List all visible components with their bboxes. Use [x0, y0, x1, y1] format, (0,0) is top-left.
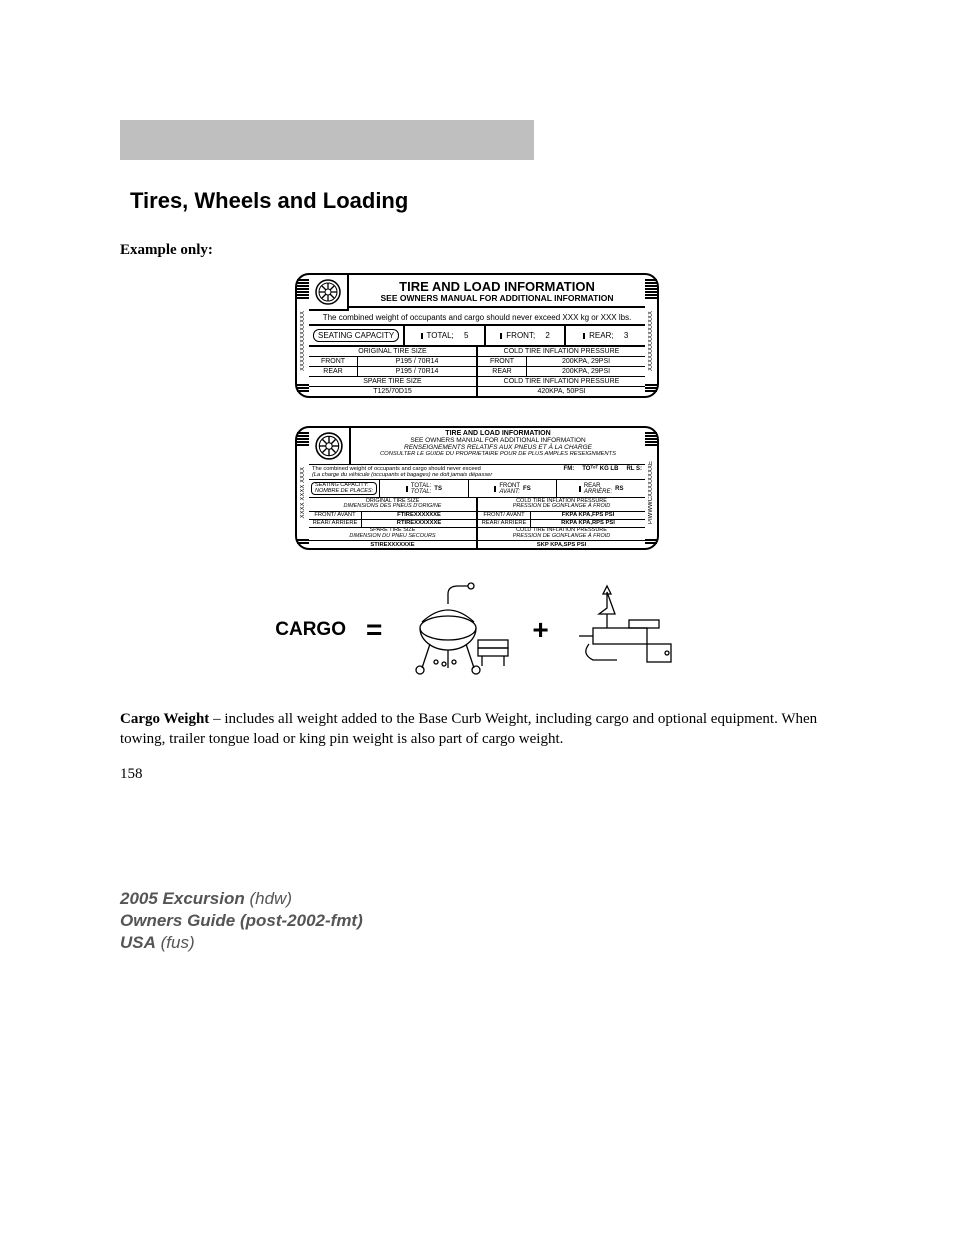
- footer-guide: Owners Guide (post-2002-fmt): [120, 911, 363, 930]
- rear-pressure: 200KPA, 29PSI: [526, 367, 645, 376]
- total-val: 5: [464, 331, 468, 340]
- grill-icon: [402, 580, 512, 679]
- barcode2-right-text: PIWWWCXXXXXXXXE: [648, 461, 654, 524]
- barcode-left-text: XXXXXXXXXXXXXXX: [300, 311, 306, 371]
- barcode2-left: XXXX XXXX XXXX: [297, 428, 309, 548]
- front-val: 2: [545, 331, 549, 340]
- page-number: 158: [120, 766, 834, 783]
- p2-ts: TS: [434, 486, 442, 492]
- p2-totkg: TOᵀᵒᵀ KG LB: [582, 466, 618, 478]
- tire-load-placard-1: XXXXXXXXXXXXXXX: [295, 273, 659, 398]
- barcode2-right: PIWWWCXXXXXXXXE: [645, 428, 657, 548]
- p2-sub-en: SEE OWNERS MANUAL FOR ADDITIONAL INFORMA…: [354, 437, 642, 444]
- p2-rl: RL S:: [626, 466, 642, 478]
- rear-label: REAR;: [589, 331, 613, 340]
- p2-rpress: RKPA KPA,RPS PSI: [530, 520, 645, 527]
- placard1-title: TIRE AND LOAD INFORMATION: [353, 280, 641, 294]
- p2-title: TIRE AND LOAD INFORMATION: [354, 430, 642, 437]
- p2-cold-fr2: PRESSION DE GONFLANGE À FROID: [513, 533, 611, 539]
- band-gray-left: [120, 120, 534, 160]
- p2-cold-fr: PRESSION DE GONFLANGE À FROID: [513, 503, 611, 509]
- front-pressure: 200KPA, 29PSI: [526, 357, 645, 366]
- rear-row-label2: REAR: [478, 367, 526, 376]
- p2-sub-fr: CONSULTER LE GUIDE DU PROPRIETAIRE POUR …: [354, 451, 642, 457]
- p2-fsize: FTIREXXXXXXE: [361, 512, 476, 519]
- front-row-label2: FRONT: [478, 357, 526, 366]
- barcode-left: XXXXXXXXXXXXXXX: [297, 275, 309, 396]
- rear-val: 3: [624, 331, 628, 340]
- p2-spare-fr: DIMENSION DU PNEU SECOURS: [349, 533, 435, 539]
- p2-total-fr: TOTAL:: [411, 489, 431, 495]
- page: Tires, Wheels and Loading Example only: …: [0, 0, 954, 1014]
- front-row-label: FRONT: [309, 357, 357, 366]
- wheel-icon-cell-2: [309, 428, 351, 464]
- placard1-subtitle: SEE OWNERS MANUAL FOR ADDITIONAL INFORMA…: [353, 293, 641, 303]
- band-white-right: [534, 120, 834, 160]
- placard2-wrap: XXXX XXXX XXXX: [120, 426, 834, 550]
- tire-load-placard-2: XXXX XXXX XXXX: [295, 426, 659, 550]
- section-title: Tires, Wheels and Loading: [130, 188, 834, 214]
- equals-icon: =: [366, 616, 382, 644]
- cargo-equation: CARGO =: [120, 580, 834, 679]
- front-label: FRONT;: [506, 331, 535, 340]
- p2-fa: FRONT/ AVANT: [309, 512, 361, 519]
- placard1-combined-weight: The combined weight of occupants and car…: [309, 311, 645, 326]
- p2-comb-fr: (La charge du véhicule (occupants et bag…: [312, 472, 564, 478]
- p2-fs: FS: [523, 486, 531, 492]
- wheel-icon: [315, 432, 343, 460]
- rear-row-label: REAR: [309, 367, 357, 376]
- cold-pressure-hdr: COLD TIRE INFLATION PRESSURE: [478, 347, 645, 357]
- p2-spress: SKP KPA,SPS PSI: [478, 541, 645, 548]
- p2-title-fr: RENSEIGNEMENTS RELATIFS AUX PNEUS ET À L…: [354, 444, 642, 451]
- p2-fa2: FRONT/ AVANT: [478, 512, 530, 519]
- page-footer: 2005 Excursion (hdw) Owners Guide (post-…: [120, 888, 834, 954]
- trailer-hitch-icon: [569, 580, 679, 679]
- placard1-wrap: XXXXXXXXXXXXXXX: [120, 273, 834, 398]
- barcode-right: XXXXXXXXXXXXXXX: [645, 275, 657, 396]
- barcode2-left-text: XXXX XXXX XXXX: [300, 467, 306, 518]
- footer-usa: USA: [120, 933, 156, 952]
- p2-fm: FM:: [564, 466, 575, 478]
- p2-orig-fr: DIMENSIONS DES PNEUS D'ORIGINE: [344, 503, 442, 509]
- p2-front-fr: AVANT:: [499, 489, 520, 495]
- p2-ra: REAR/ ARRIÈRE: [309, 520, 361, 527]
- spare-size: T125/70D15: [309, 387, 476, 396]
- footer-fus: (fus): [161, 933, 195, 952]
- p2-grid: ORIGINAL TIRE SIZEDIMENSIONS DES PNEUS D…: [309, 498, 645, 548]
- cargo-weight-text: – includes all weight added to the Base …: [120, 711, 817, 747]
- p2-rs: RS: [615, 486, 623, 492]
- p2-ssize: STIREXXXXXXE: [309, 541, 476, 548]
- barcode-right-text: XXXXXXXXXXXXXXX: [648, 311, 654, 371]
- example-only-label: Example only:: [120, 242, 834, 259]
- total-label: TOTAL;: [427, 331, 454, 340]
- placard1-grid: ORIGINAL TIRE SIZE FRONTP195 / 70R14 REA…: [309, 347, 645, 396]
- wheel-icon-cell: [309, 275, 349, 311]
- p2-rsize: RTIREXXXXXXE: [361, 520, 476, 527]
- cold-pressure-hdr2: COLD TIRE INFLATION PRESSURE: [478, 377, 645, 387]
- p2-ra2: REAR/ ARRIÈRE: [478, 520, 530, 527]
- plus-icon: +: [532, 616, 548, 644]
- rear-size: P195 / 70R14: [357, 367, 476, 376]
- header-band: [120, 120, 834, 160]
- wheel-icon: [315, 279, 341, 305]
- spare-tire-size-hdr: SPARE TIRE SIZE: [309, 377, 476, 387]
- p2-fpress: FKPA KPA,FPS PSI: [530, 512, 645, 519]
- cargo-weight-lead: Cargo Weight: [120, 711, 209, 727]
- cargo-weight-paragraph: Cargo Weight – includes all weight added…: [120, 709, 834, 750]
- seating-capacity-label: SEATING CAPACITY: [313, 329, 399, 342]
- front-size: P195 / 70R14: [357, 357, 476, 366]
- cargo-label: CARGO: [275, 619, 346, 641]
- p2-seat-fr: NOMBRE DE PLACES:: [315, 488, 373, 494]
- p2-combined: The combined weight of occupants and car…: [309, 465, 645, 480]
- placard1-seating-row: SEATING CAPACITY TOTAL; 5 FRONT; 2 REAR;…: [309, 326, 645, 347]
- footer-hdw: (hdw): [249, 889, 292, 908]
- spare-pressure: 420KPA, 50PSI: [478, 387, 645, 396]
- footer-vehicle: 2005 Excursion: [120, 889, 245, 908]
- original-tire-size-hdr: ORIGINAL TIRE SIZE: [309, 347, 476, 357]
- p2-seating-row: SEATING CAPACITY:NOMBRE DE PLACES: TOTAL…: [309, 480, 645, 498]
- p2-rear-fr: ARRIÈRE:: [584, 489, 612, 495]
